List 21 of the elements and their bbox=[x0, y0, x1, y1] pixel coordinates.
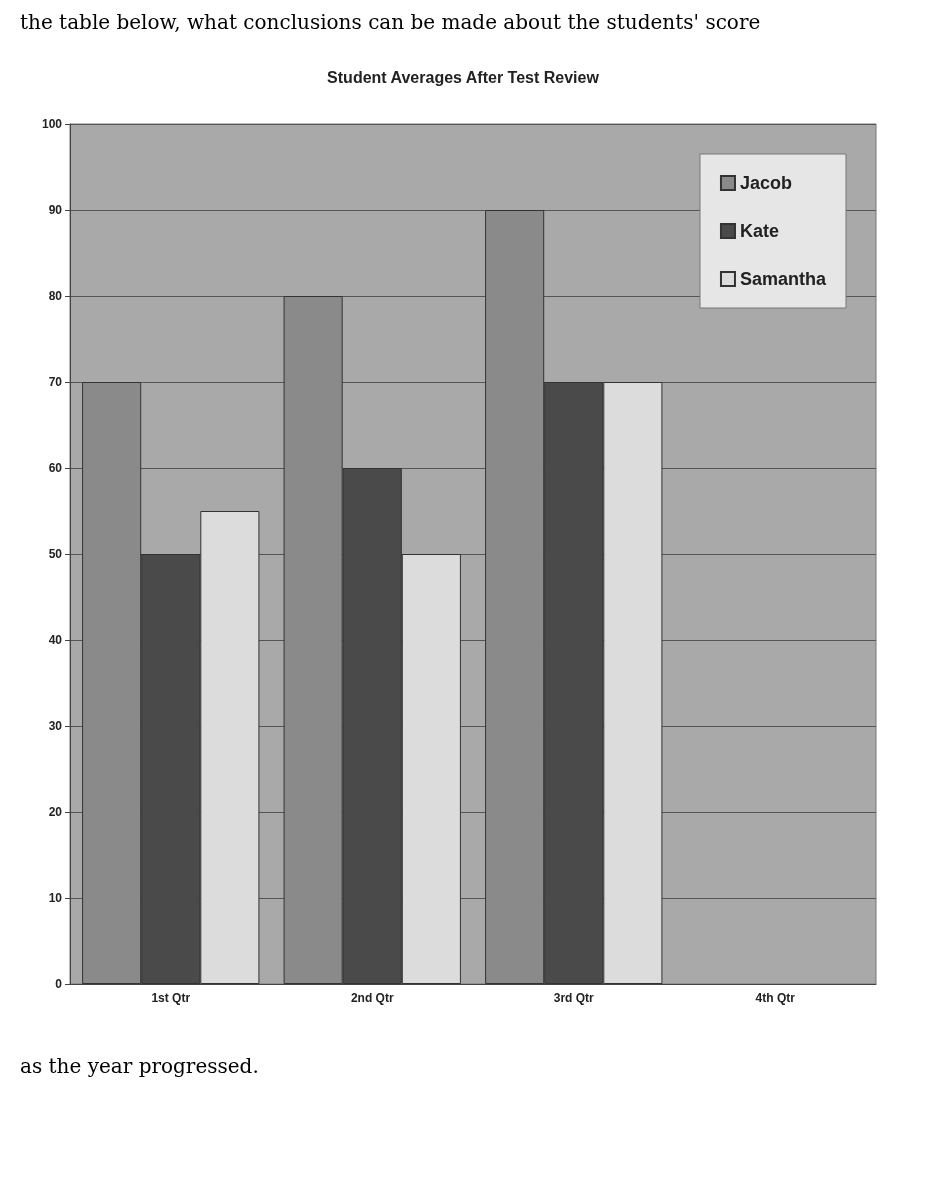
text: the table below, what conclusions can be made about the students' score bbox=[19, 9, 762, 36]
x-tick-label: 1st Qtr bbox=[151, 991, 191, 1005]
text: as the year progressed. bbox=[19, 1053, 260, 1080]
x-tick-label: 2nd Qtr bbox=[350, 991, 394, 1005]
y-tick-label: 70 bbox=[48, 375, 63, 389]
y-tick-label: 20 bbox=[48, 805, 63, 819]
legend-label: Jacob bbox=[739, 173, 792, 193]
y-tick-label: 60 bbox=[48, 461, 63, 475]
x-tick-label: 4th Qtr bbox=[755, 991, 796, 1005]
y-tick-label: 50 bbox=[48, 547, 63, 561]
y-tick-label: 90 bbox=[48, 203, 63, 217]
legend-label: Kate bbox=[739, 221, 779, 241]
y-tick-label: 80 bbox=[48, 289, 63, 303]
legend-label: Samantha bbox=[739, 269, 827, 289]
y-tick-label: 100 bbox=[41, 117, 63, 131]
y-tick-label: 10 bbox=[48, 891, 63, 905]
y-tick-label: 0 bbox=[55, 977, 63, 991]
y-tick-label: 30 bbox=[48, 719, 63, 733]
x-tick-label: 3rd Qtr bbox=[553, 991, 595, 1005]
chart-title: Student Averages After Test Review bbox=[327, 68, 600, 86]
y-tick-label: 40 bbox=[48, 633, 63, 647]
